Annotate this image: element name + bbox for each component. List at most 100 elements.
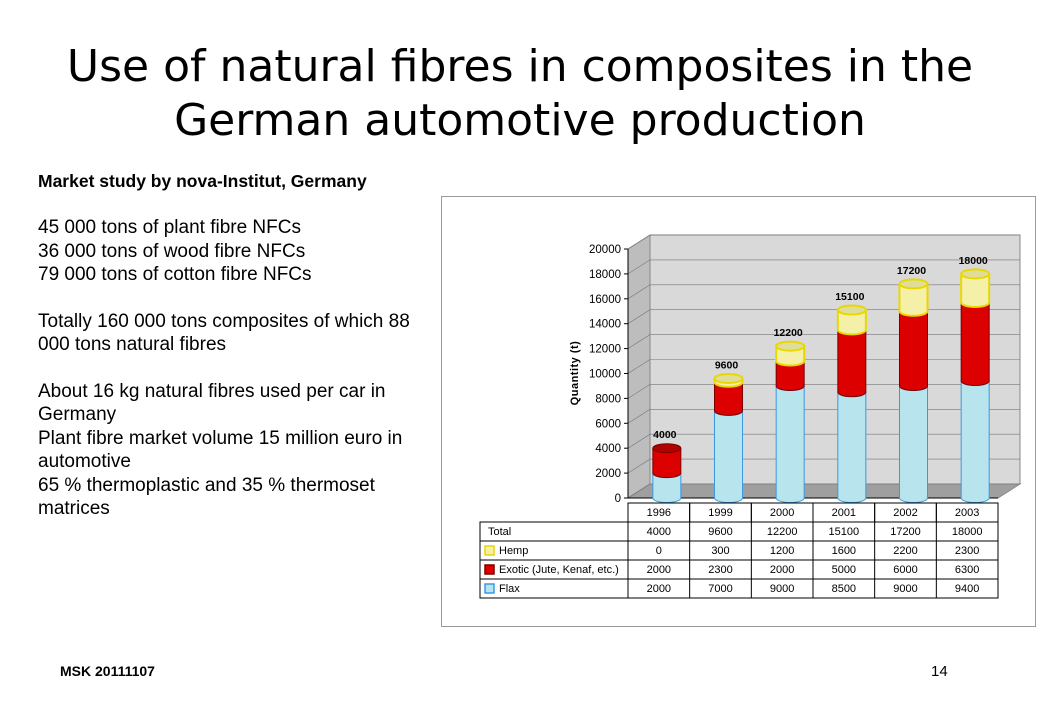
table-cell: 1200 [770, 545, 794, 557]
data-label: 18000 [959, 255, 988, 267]
x-category-label: 2001 [832, 507, 856, 519]
table-cell: 2000 [647, 583, 671, 595]
bar-segment-exotic [837, 329, 867, 398]
bar-segment-hemp [960, 272, 991, 309]
gridline-depth [627, 234, 651, 250]
chart-frame: 0 2000 4000 6000 8000 10000 12000 14000 16000 180… [441, 196, 1036, 627]
market-volume-line: Plant fibre market volume 15 million eur… [38, 427, 403, 473]
table-cell: 9000 [770, 583, 794, 595]
table-cell: 5000 [832, 564, 856, 576]
legend-key-exotic [484, 564, 495, 575]
table-cell: 9400 [955, 583, 979, 595]
nfc-line-1: 45 000 tons of plant fibre NFCs [38, 217, 301, 238]
x-category-label: 2000 [770, 507, 794, 519]
legend-key-hemp [484, 545, 495, 556]
stacked-bar-chart: 0200040006000800010000120001400016000180… [479, 234, 1022, 599]
table-cell: 6000 [893, 564, 917, 576]
table-cell: 0 [656, 545, 662, 557]
bar-segment-top [898, 278, 929, 290]
bar-segment-exotic [775, 360, 805, 391]
bar-segment-top [960, 268, 991, 280]
bar-segment-flax [837, 391, 867, 503]
bar-segment-flax [714, 410, 743, 503]
per-car-line: About 16 kg natural fibres used per car … [38, 380, 386, 426]
y-tick-label: 16000 [589, 294, 621, 306]
gridline-depth [627, 409, 651, 424]
y-tick-label: 4000 [595, 443, 621, 455]
bar-segment-exotic [714, 381, 743, 416]
table-cell: 2000 [647, 564, 671, 576]
table-cell: 7000 [708, 583, 732, 595]
legend-key-flax [484, 583, 495, 594]
table-cell: 4000 [647, 526, 671, 538]
footer-date: MSK 20111107 [60, 663, 155, 679]
y-tick-label: 20000 [589, 244, 621, 256]
bar-segment-top [652, 443, 682, 454]
gridline-depth [627, 384, 651, 399]
table-cell: 9600 [708, 526, 732, 538]
market-study-heading: Market study by nova-Institut, Germany [38, 171, 367, 191]
table-row-label: Total [488, 526, 511, 538]
y-tick-label: 0 [615, 493, 621, 505]
bar-segment-flax [899, 385, 928, 503]
bar-segment-flax [960, 380, 990, 503]
y-tick-label: 8000 [595, 393, 621, 405]
table-cell: 6300 [955, 564, 979, 576]
bar-segment-hemp [836, 309, 867, 336]
table-row-label: Exotic (Jute, Kenaf, etc.) [499, 564, 619, 576]
table-cell: 9000 [893, 583, 917, 595]
table-cell: 17200 [890, 526, 921, 538]
bar-segment-hemp [898, 282, 929, 317]
table-cell: 12200 [767, 526, 798, 538]
totals-line: Totally 160 000 tons composites of which… [38, 310, 410, 356]
table-row-label: Hemp [499, 545, 528, 557]
bar-segment-flax [775, 385, 805, 503]
table-row [479, 540, 999, 561]
y-tick-label: 14000 [589, 319, 621, 331]
gridline-depth [627, 284, 651, 300]
gridline-depth [627, 359, 651, 374]
slide-title: Use of natural fibres in composites in t… [66, 41, 974, 146]
gridline-depth [627, 483, 651, 499]
table-row-label: Flax [499, 583, 520, 595]
data-label: 17200 [897, 265, 926, 277]
bar-segment-exotic [652, 447, 682, 479]
data-label: 15100 [835, 291, 864, 303]
bar-segment-exotic [899, 310, 928, 391]
table-cell: 1600 [832, 545, 856, 557]
x-category-label: 2002 [893, 507, 917, 519]
y-axis-label: Quantity (t) [569, 341, 581, 406]
gridline-depth [627, 309, 651, 324]
y-tick-label: 12000 [589, 344, 621, 356]
nfc-line-3: 79 000 tons of cotton fibre NFCs [38, 264, 312, 285]
bar-segment-top [775, 340, 806, 352]
y-tick-label: 10000 [589, 369, 621, 381]
x-category-label: 2003 [955, 507, 979, 519]
table-cell: 300 [711, 545, 729, 557]
y-tick-label: 2000 [595, 468, 621, 480]
table-cell: 8500 [832, 583, 856, 595]
bar-segment-flax [652, 472, 682, 503]
page-number: 14 [931, 663, 948, 680]
gridline-depth [627, 334, 651, 349]
data-label: 4000 [653, 429, 677, 441]
gridline-depth [627, 458, 651, 474]
table-cell: 2300 [955, 545, 979, 557]
table-cell: 2000 [770, 564, 794, 576]
bar-segment-top [713, 372, 744, 384]
y-tick-label: 6000 [595, 418, 621, 430]
x-category-label: 1996 [647, 507, 671, 519]
gridline-depth [627, 259, 651, 275]
nfc-line-2: 36 000 tons of wood fibre NFCs [38, 240, 306, 262]
matrix-line: 65 % thermoplastic and 35 % thermoset ma… [38, 474, 375, 520]
data-label: 12200 [774, 327, 803, 339]
bar-segment-top [836, 304, 867, 316]
bar-segment-exotic [960, 302, 990, 386]
data-label: 9600 [715, 359, 739, 371]
table-cell: 18000 [952, 526, 983, 538]
table-cell: 15100 [829, 526, 860, 538]
table-cell: 2200 [893, 545, 917, 557]
table-row [479, 578, 999, 599]
gridline-depth [627, 433, 651, 449]
x-category-label: 1999 [708, 507, 732, 519]
